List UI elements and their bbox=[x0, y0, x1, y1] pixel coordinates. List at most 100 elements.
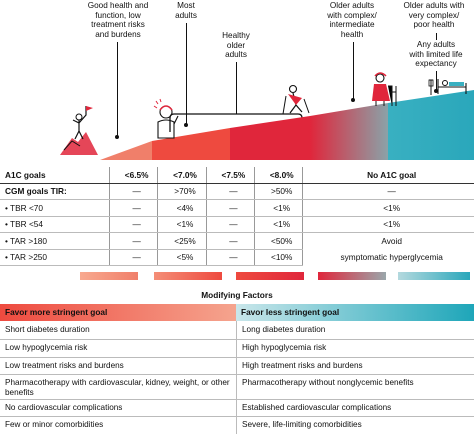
swatch-1 bbox=[80, 272, 138, 280]
goals-cell: — bbox=[108, 199, 158, 217]
goals-cell: — bbox=[302, 183, 474, 200]
goals-row-label: • TAR >180 bbox=[0, 232, 110, 250]
less-stringent-factor: Pharmacotherapy without nonglycemic bene… bbox=[242, 378, 414, 387]
row-divider bbox=[0, 339, 474, 340]
modifying-factors-title: Modifying Factors bbox=[201, 290, 273, 300]
label-line: health bbox=[340, 29, 364, 39]
modifying-divider bbox=[236, 321, 237, 434]
goals-table: A1C goals <6.5% <7.0% <7.5% <8.0% No A1C goal… bbox=[0, 167, 474, 266]
label-line: Older adults with bbox=[403, 1, 465, 10]
less-stringent-factor: Severe, life-limiting comorbidities bbox=[242, 420, 362, 429]
row-divider bbox=[0, 399, 474, 400]
ramp-segment bbox=[310, 103, 388, 160]
goals-cell: <4% bbox=[157, 199, 207, 217]
goals-cell: >50% bbox=[254, 183, 303, 200]
swatch-5 bbox=[398, 272, 470, 280]
label-line: with complex/ bbox=[327, 10, 377, 20]
goals-cell: <1% bbox=[157, 216, 207, 233]
favor-less-stringent-header: Favor less stringent goal bbox=[236, 304, 474, 321]
goals-cell: — bbox=[205, 183, 255, 200]
pointer-dot bbox=[184, 123, 188, 127]
goals-cell: — bbox=[205, 232, 255, 250]
hospital-bed-person-icon bbox=[428, 79, 467, 95]
label-most-adults: Most adults bbox=[168, 1, 204, 20]
goals-cell: <5% bbox=[157, 249, 207, 266]
goals-row-label: • TBR <54 bbox=[0, 216, 110, 233]
label-line: poor health bbox=[413, 20, 455, 29]
goals-cell: — bbox=[205, 216, 255, 233]
goals-cell: <1% bbox=[254, 199, 303, 217]
ramp-segment bbox=[388, 90, 474, 160]
label-line: very complex/ bbox=[408, 10, 460, 20]
label-good-health: Good health and function, low treatment … bbox=[72, 1, 164, 39]
goals-cell: <1% bbox=[302, 216, 474, 233]
label-line: adults bbox=[175, 10, 197, 20]
goals-cell: — bbox=[108, 232, 158, 250]
goals-cell: <6.5% bbox=[108, 167, 158, 184]
goals-cell: <1% bbox=[254, 216, 303, 233]
goals-cell: <25% bbox=[157, 232, 207, 250]
row-divider bbox=[0, 374, 474, 375]
goals-cell: — bbox=[108, 249, 158, 266]
label-line: Good health and bbox=[87, 1, 149, 10]
goals-row: • TBR <54— <1% — <1% <1% bbox=[0, 216, 474, 233]
goals-row-label: • TBR <70 bbox=[0, 199, 110, 217]
pointer-dot bbox=[434, 89, 438, 93]
goals-cell: No A1C goal bbox=[302, 167, 474, 184]
goals-cell: — bbox=[205, 199, 255, 217]
less-stringent-factor: High hypoglycemia risk bbox=[242, 343, 327, 352]
label-older-complex: Older adults with complex/ intermediate … bbox=[318, 1, 386, 39]
goals-row: • TAR >180— <25% — <50% Avoid bbox=[0, 232, 474, 250]
pointer-line bbox=[236, 62, 237, 114]
mountain-climber-icon bbox=[60, 106, 98, 155]
goals-row: • TBR <70— <4% — <1% <1% bbox=[0, 199, 474, 217]
ramp-svg bbox=[60, 72, 474, 160]
walker-elderly-icon bbox=[372, 72, 397, 106]
goals-row: CGM goals TIR: — >70% — >50% — bbox=[0, 183, 474, 200]
label-line: Any adults bbox=[416, 40, 456, 49]
goals-row: • TAR >250— <5% — <10% symptomatic hyperglyc… bbox=[0, 249, 474, 266]
goals-cell: <50% bbox=[254, 232, 303, 250]
pointer-line bbox=[353, 42, 354, 100]
pointer-line bbox=[186, 23, 187, 125]
stringent-factor: Low treatment risks and burdens bbox=[5, 361, 124, 370]
label-healthy-older: Healthy older adults bbox=[214, 31, 258, 60]
ramp-segment bbox=[152, 128, 230, 160]
goals-row-label: A1C goals bbox=[0, 167, 110, 184]
goals-cell: >70% bbox=[157, 183, 207, 200]
goals-row-label: CGM goals TIR: bbox=[0, 183, 110, 200]
goals-row: A1C goals <6.5% <7.0% <7.5% <8.0% No A1C goal bbox=[0, 167, 474, 184]
goals-cell: Avoid bbox=[302, 232, 474, 249]
goals-cell: <10% bbox=[254, 249, 303, 266]
swatch-4 bbox=[318, 272, 386, 280]
label-line: older bbox=[226, 40, 246, 50]
goals-cell: <7.0% bbox=[157, 167, 207, 184]
label-line: adults bbox=[225, 50, 247, 59]
goals-cell: <8.0% bbox=[254, 167, 303, 184]
label-older-very-complex: Older adults with very complex/ poor hea… bbox=[394, 1, 474, 30]
label-line: Healthy bbox=[222, 31, 250, 40]
label-line: Most bbox=[177, 1, 195, 10]
stringent-factor: No cardiovascular complications bbox=[5, 403, 123, 412]
less-stringent-factor: High treatment risks and burdens bbox=[242, 361, 363, 370]
swatch-2 bbox=[154, 272, 222, 280]
pointer-line bbox=[436, 33, 437, 40]
worried-person-icon bbox=[153, 98, 179, 139]
less-stringent-factor: Long diabetes duration bbox=[242, 325, 326, 334]
row-divider bbox=[0, 357, 474, 358]
goals-cell: symptomatic hyperglycemia bbox=[302, 249, 474, 266]
pointer-dot bbox=[115, 135, 119, 139]
label-line: function, low bbox=[95, 10, 141, 20]
less-stringent-factor: Established cardiovascular complications bbox=[242, 403, 392, 412]
ramp-segment bbox=[230, 116, 310, 160]
goals-cell: — bbox=[205, 249, 255, 266]
goals-cell: — bbox=[108, 183, 158, 200]
stringent-factor: Short diabetes duration bbox=[5, 325, 90, 334]
person-climbing-icon bbox=[282, 84, 310, 115]
ramp-segment bbox=[100, 141, 152, 160]
goals-row-label: • TAR >250 bbox=[0, 249, 110, 266]
swatch-3 bbox=[236, 272, 304, 280]
pointer-line bbox=[436, 71, 437, 91]
label-line: expectancy bbox=[415, 59, 457, 68]
favor-more-stringent-header: Favor more stringent goal bbox=[0, 304, 236, 321]
